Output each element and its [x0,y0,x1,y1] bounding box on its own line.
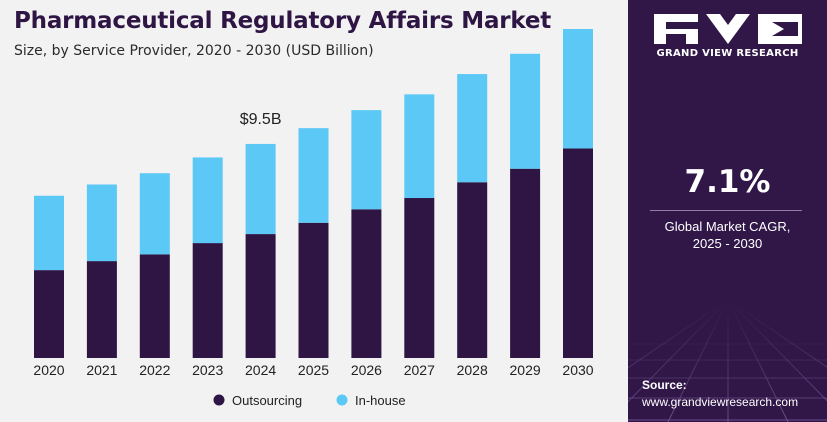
bar-annotation: $9.5B [240,111,282,128]
chart-title: Pharmaceutical Regulatory Affairs Market [14,8,552,34]
bar-outsourcing-2021 [86,261,117,358]
stacked-bar-chart: 2020 2021 2022 2023 2024 2025 2026 2027 2028 2029… [33,29,594,408]
cagr-label-line2: 2025 - 2030 [692,236,763,251]
x-tick-label: 2030 [562,362,593,378]
x-tick-label: 2026 [351,362,382,378]
x-tick-label: 2024 [245,362,276,378]
source-label: Source: [642,378,687,392]
bar-in-house-2024 [245,143,276,235]
brand-name: GRAND VIEW RESEARCH [656,48,799,59]
cagr-divider [650,210,802,211]
bar-outsourcing-2029 [510,168,541,358]
bar-outsourcing-2023 [192,243,223,358]
x-tick-label: 2027 [404,362,435,378]
bar-outsourcing-2026 [351,209,382,358]
legend-marker-outsourcing [213,394,225,406]
x-tick-label: 2023 [192,362,223,378]
x-tick-label: 2020 [33,362,64,378]
bar-outsourcing-2022 [139,254,170,358]
legend-label-in-house: In-house [355,393,406,408]
chart-subtitle: Size, by Service Provider, 2020 - 2030 (… [14,43,374,59]
source-link[interactable]: www.grandviewresearch.com [642,395,799,409]
bar-in-house-2025 [298,128,329,223]
bar-in-house-2023 [192,157,223,244]
bar-outsourcing-2027 [404,198,435,358]
info-panel: GRAND VIEW RESEARCH 7.1% Global Market C… [628,0,827,422]
bar-outsourcing-2024 [245,234,276,358]
cagr-label: Global Market CAGR, 2025 - 2030 [628,218,827,252]
bar-outsourcing-2020 [34,270,64,358]
bar-in-house-2021 [86,184,117,262]
cagr-label-line1: Global Market CAGR, [664,219,791,234]
bar-in-house-2028 [457,74,488,183]
x-tick-label: 2025 [298,362,329,378]
legend-marker-in-house [336,394,348,406]
bar-outsourcing-2025 [298,222,329,358]
bar-in-house-2029 [510,53,541,169]
bar-in-house-2026 [351,110,382,210]
decorative-grid-background [628,300,827,422]
brand-logo [654,14,802,44]
x-tick-label: 2021 [86,362,117,378]
bar-outsourcing-2030 [563,148,593,358]
bar-outsourcing-2028 [457,182,488,358]
x-tick-label: 2022 [139,362,170,378]
chart-panel: Pharmaceutical Regulatory Affairs Market… [14,8,594,408]
bar-in-house-2030 [563,29,593,149]
x-tick-label: 2028 [457,362,488,378]
x-tick-label: 2029 [510,362,541,378]
legend-label-outsourcing: Outsourcing [232,393,302,408]
cagr-value: 7.1% [684,164,771,200]
bar-in-house-2022 [139,173,170,255]
bar-in-house-2027 [404,94,435,199]
bar-in-house-2020 [34,195,64,271]
